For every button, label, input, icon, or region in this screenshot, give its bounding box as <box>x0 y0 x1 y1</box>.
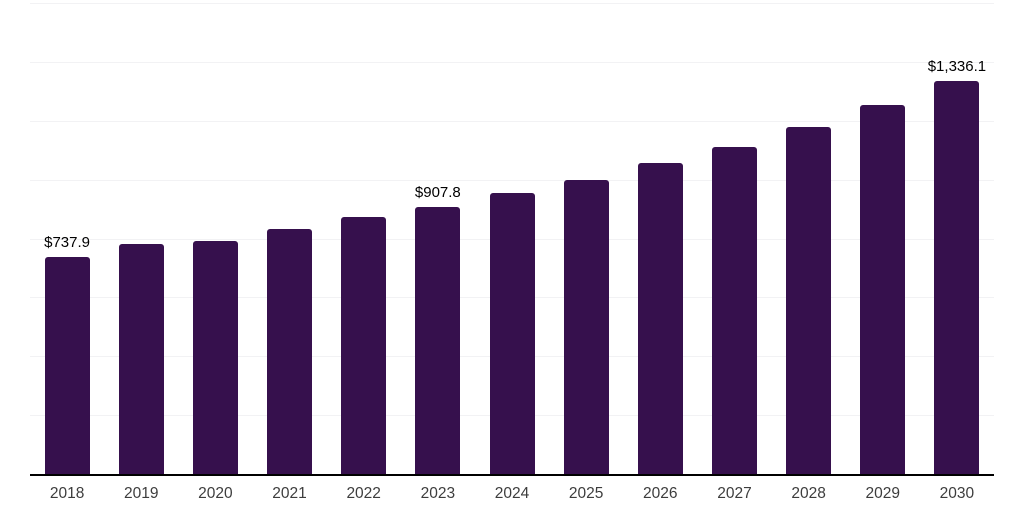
bar-2029 <box>860 104 906 474</box>
plot-area: $737.9 $907.8 $1,336.1 <box>30 3 994 476</box>
value-label-2023: $907.8 <box>414 183 461 201</box>
x-axis-label-2021: 2021 <box>272 485 307 502</box>
x-axis-label-2028: 2028 <box>791 485 826 502</box>
bar-2028 <box>786 126 832 474</box>
gridline-1200 <box>30 120 994 122</box>
bar-2020 <box>192 240 238 474</box>
bar-2022 <box>341 217 387 474</box>
x-axis-label-2024: 2024 <box>494 485 530 502</box>
gridline-1400 <box>30 61 994 63</box>
gridline-1600 <box>30 3 994 4</box>
bar-2019 <box>118 244 164 474</box>
bar-2027 <box>711 146 757 474</box>
x-axis-label-2027: 2027 <box>717 485 752 502</box>
value-label-2018: $737.9 <box>44 233 91 251</box>
bar-2025 <box>563 179 609 474</box>
x-axis-label-2029: 2029 <box>865 485 900 502</box>
x-axis-label-2022: 2022 <box>346 485 381 502</box>
x-axis-label-2030: 2030 <box>939 485 975 502</box>
x-axis-label-2020: 2020 <box>198 485 233 502</box>
bar-2024 <box>489 193 535 474</box>
x-axis-label-2026: 2026 <box>643 485 678 502</box>
x-axis-label-2025: 2025 <box>568 485 604 502</box>
bar-2023 <box>415 206 461 474</box>
x-axis-label-2023: 2023 <box>420 485 456 502</box>
bar-2030 <box>934 80 980 474</box>
bar-2021 <box>267 228 313 474</box>
x-axis-label-2019: 2019 <box>123 485 159 502</box>
x-axis-label-2018: 2018 <box>49 485 85 502</box>
value-label-2030: $1,336.1 <box>927 57 987 75</box>
bar-2026 <box>637 163 683 474</box>
bar-2018 <box>44 256 90 474</box>
x-axis: 2018 2019 2020 2021 2022 2023 2024 2025 2026 2027… <box>30 485 994 505</box>
gridline-1000 <box>30 179 994 181</box>
